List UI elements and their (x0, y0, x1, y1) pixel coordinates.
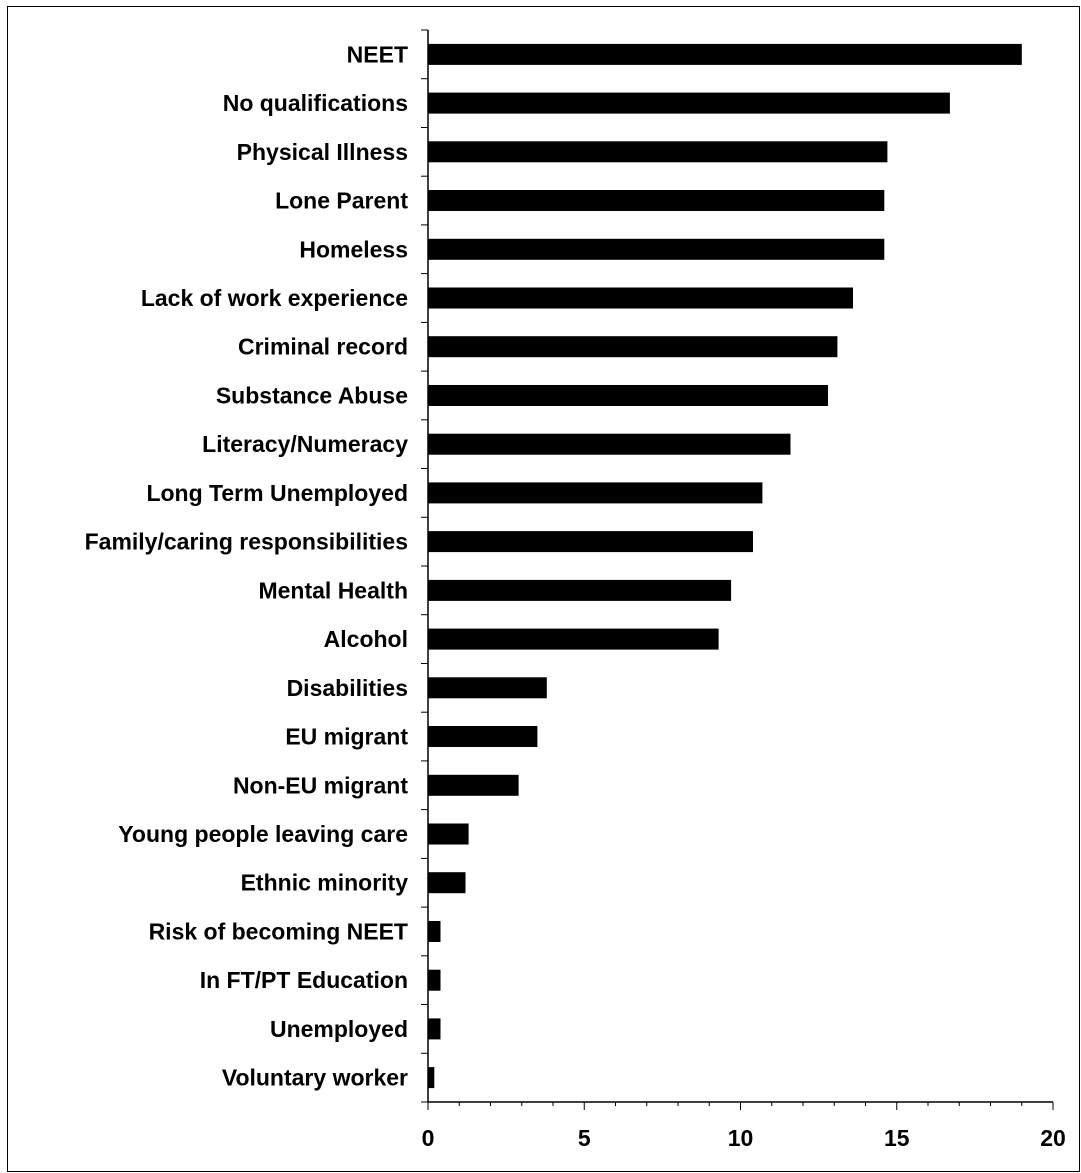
category-label: Mental Health (258, 577, 408, 603)
category-label: Non-EU migrant (233, 772, 408, 798)
x-tick-labels: 0 5 10 15 20 (422, 1125, 1066, 1151)
x-tick-label: 15 (884, 1125, 910, 1151)
bar (428, 238, 885, 260)
category-label: EU migrant (285, 724, 408, 750)
category-label: Disabilities (287, 675, 408, 701)
category-label: Family/caring responsibilities (85, 529, 408, 555)
bar (428, 92, 950, 114)
category-label: Unemployed (270, 1016, 408, 1042)
bar (428, 287, 853, 309)
bar (428, 385, 828, 406)
bar (428, 677, 547, 699)
category-label: Lone Parent (275, 188, 408, 214)
bar (428, 579, 732, 601)
category-label: Voluntary worker (222, 1065, 408, 1091)
bar (428, 921, 441, 942)
category-label: Young people leaving care (118, 821, 408, 847)
bar (428, 774, 519, 796)
category-label: Risk of becoming NEET (149, 919, 408, 945)
bar (428, 1067, 435, 1089)
x-tick-label: 20 (1040, 1125, 1066, 1151)
category-label: Physical Illness (237, 139, 408, 165)
category-label: Substance Abuse (216, 383, 408, 409)
category-label: Criminal record (238, 334, 408, 360)
axes-layer (421, 29, 1054, 1110)
category-label: Ethnic minority (241, 870, 409, 896)
bar (428, 726, 538, 747)
x-tick-label: 5 (578, 1125, 591, 1151)
bar (428, 872, 466, 894)
category-label: Long Term Unemployed (146, 480, 408, 506)
category-label: In FT/PT Education (200, 967, 408, 993)
bar (428, 628, 719, 650)
bar (428, 969, 441, 991)
bar (428, 43, 1022, 65)
bar (428, 823, 469, 845)
category-label: NEET (347, 41, 408, 67)
bar (428, 433, 791, 455)
bar (428, 531, 753, 553)
bar (428, 336, 838, 358)
bars-layer (428, 43, 1022, 1089)
category-label: No qualifications (223, 90, 408, 116)
category-label: Homeless (299, 236, 408, 262)
x-tick-label: 0 (422, 1125, 435, 1151)
category-label: Literacy/Numeracy (202, 431, 408, 457)
category-label: Alcohol (324, 626, 408, 652)
category-label: Lack of work experience (141, 285, 408, 311)
bar (428, 482, 763, 504)
bar (428, 190, 885, 211)
category-labels: NEET No qualifications Physical Illness Lon… (85, 41, 409, 1090)
x-tick-label: 10 (728, 1125, 754, 1151)
bar (428, 141, 888, 163)
bar (428, 1018, 441, 1040)
